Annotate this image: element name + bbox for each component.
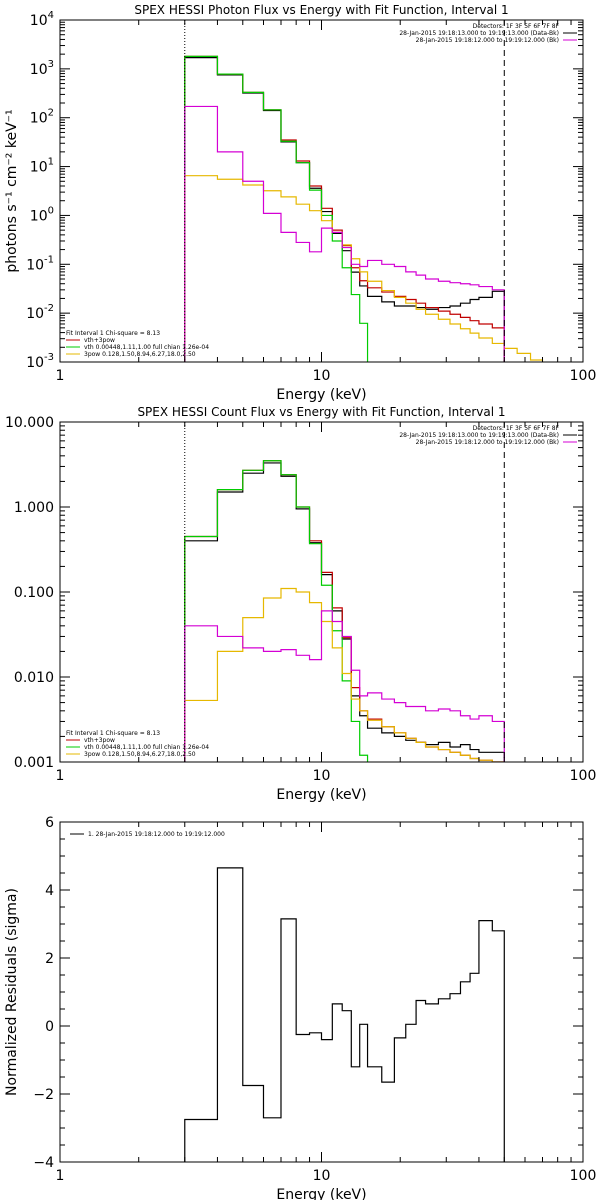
chart-1-legend-bl-2: vth 0.00448,1.11,1.00 full chian 1.26e-0… — [84, 744, 209, 751]
chart-1-legend-bl-3: 3pow 0.128,1.50,8.94,6.27,18.0,2.50 — [84, 751, 196, 758]
chart-0-series-0-line — [184, 57, 505, 362]
chart-1-series-group — [184, 460, 505, 762]
chart-0-ytick-label-4: 101 — [30, 157, 54, 176]
chart-0-legend-bl-1: vth+3pow — [84, 337, 115, 344]
chart-0-legend-bl-0: Fit Interval 1 Chi-square = 8.13 — [66, 330, 160, 337]
chart-0-ytick-exp-3: 0 — [48, 205, 54, 216]
chart-1-series-1-line — [184, 460, 505, 762]
chart-1-legend-bl-0: Fit Interval 1 Chi-square = 8.13 — [66, 730, 160, 737]
chart-1-legend-tr-1: 28-Jan-2015 19:18:13.000 to 19:19:13.000… — [399, 432, 559, 439]
chart-0-ytick-label-2: 10-1 — [26, 254, 54, 273]
chart-1-title: SPEX HESSI Count Flux vs Energy with Fit… — [137, 405, 505, 419]
chart-2-ytick-label-0: −4 — [33, 1155, 54, 1171]
chart-0-ytick-label-7: 104 — [30, 10, 54, 29]
chart-1-xtick-label-0: 1 — [56, 768, 65, 784]
chart-2-legend-tl-0: 1. 28-Jan-2015 19:18:12.000 to 19:19:12.… — [88, 831, 225, 838]
chart-0-ytick-exp-7: 4 — [48, 10, 54, 21]
chart-1-series-2-line — [184, 460, 369, 762]
chart-2-ytick-label-4: 4 — [45, 883, 54, 899]
chart-2-xtick-label-1: 10 — [313, 1168, 331, 1184]
chart-0-xtick-label-0: 1 — [56, 368, 65, 384]
residuals-panel: 1 10 100 −4 −2 0 2 4 6 Energy (keV) Normalized Res… — [4, 815, 596, 1200]
chart-0-series-1-line — [184, 55, 505, 362]
chart-1-legend-tr-0: Detectors: 1F 3F 5F 6F 7F 8F — [473, 425, 560, 432]
chart-0-series-3-line — [184, 175, 544, 362]
chart-0-legend-bl-2: vth 0.00448,1.11,1.00 full chian 1.26e-0… — [84, 344, 209, 351]
chart-2-ytick-label-1: −2 — [33, 1087, 54, 1103]
count-flux-panel: 1 10 100 0.001 0.010 0.100 1.000 10.000 SPEX HES… — [5, 405, 596, 803]
chart-0-series-4-line — [184, 105, 505, 362]
chart-0-ytick-exp-6: 3 — [48, 59, 54, 70]
chart-1-ytick-label-4: 10.000 — [5, 415, 54, 431]
chart-0-ytick-exp-1: -2 — [44, 303, 54, 314]
chart-1-ytick-label-2: 0.100 — [14, 585, 54, 601]
chart-0-ytick-exp-0: -3 — [44, 352, 54, 363]
chart-0-ytick-exp-2: -1 — [44, 254, 54, 265]
chart-0-ytick-label-1: 10-2 — [26, 303, 54, 322]
chart-2-xtick-label-2: 100 — [570, 1168, 597, 1184]
chart-1-series-0-line — [184, 462, 505, 762]
chart-2-ytick-label-2: 0 — [45, 1019, 54, 1035]
chart-2-ylabel: Normalized Residuals (sigma) — [4, 888, 20, 1096]
chart-0-legend-tr-2: 28-Jan-2015 19:18:12.000 to 19:19:12.000… — [416, 37, 559, 44]
chart-1-xtick-label-1: 10 — [313, 768, 331, 784]
chart-1-ytick-label-1: 0.010 — [14, 670, 54, 686]
chart-0-legend-tr-1: 28-Jan-2015 19:18:13.000 to 19:19:13.000… — [399, 30, 559, 37]
chart-2-series-0-line — [184, 867, 505, 1162]
chart-1-series-3-line — [184, 587, 505, 762]
chart-1-ytick-label-0: 0.001 — [14, 755, 54, 771]
chart-2-ytick-label-3: 2 — [45, 951, 54, 967]
chart-0-ytick-label-5: 102 — [30, 108, 54, 127]
chart-0-xlabel: Energy (keV) — [276, 387, 366, 403]
chart-0-ytick-label-0: 10-3 — [26, 352, 54, 371]
chart-1-series-4-line — [184, 610, 505, 762]
chart-0-ytick-exp-5: 2 — [48, 108, 54, 119]
chart-1-xtick-label-2: 100 — [570, 768, 597, 784]
chart-2-xlabel: Energy (keV) — [276, 1187, 366, 1200]
chart-2-xtick-label-0: 1 — [56, 1168, 65, 1184]
chart-1-legend-bl-1: vth+3pow — [84, 737, 115, 744]
chart-0-title: SPEX HESSI Photon Flux vs Energy with Fi… — [134, 3, 508, 17]
chart-0-xtick-label-1: 10 — [313, 368, 331, 384]
chart-0-series-2-line — [184, 55, 369, 362]
chart-1-xlabel: Energy (keV) — [276, 787, 366, 803]
chart-0-ylabel: photons s⁻¹ cm⁻² keV⁻¹ — [4, 109, 20, 272]
chart-1-legend-tr-2: 28-Jan-2015 19:18:12.000 to 19:19:12.000… — [416, 439, 559, 446]
chart-0-ytick-label-6: 103 — [30, 59, 54, 78]
chart-0-legend-tr-0: Detectors: 1F 3F 5F 6F 7F 8F — [473, 23, 560, 30]
chart-1-ytick-label-3: 1.000 — [14, 500, 54, 516]
chart-0-ytick-exp-4: 1 — [48, 157, 54, 168]
chart-0-xtick-label-2: 100 — [570, 368, 597, 384]
chart-2-series-group — [184, 867, 505, 1162]
chart-0-legend-bl-3: 3pow 0.128,1.50,8.94,6.27,18.0,2.50 — [84, 351, 196, 358]
chart-0-series-group — [184, 55, 544, 362]
chart-2-ytick-label-5: 6 — [45, 815, 54, 831]
chart-0-ytick-label-3: 100 — [30, 205, 54, 224]
